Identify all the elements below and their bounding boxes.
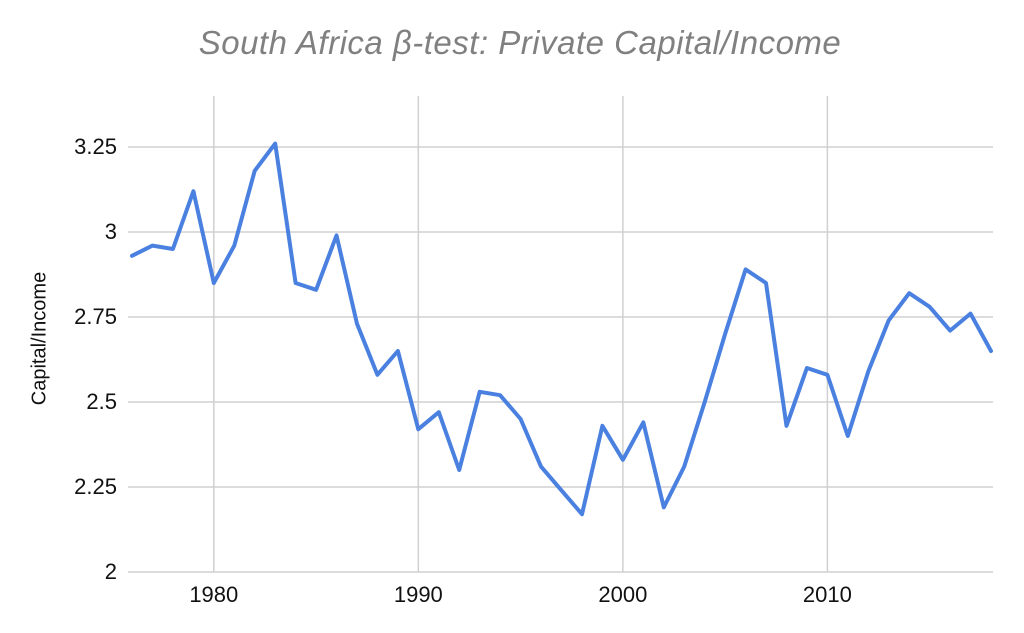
y-tick-label: 2.25 — [74, 474, 117, 499]
y-tick-label: 2 — [104, 559, 117, 584]
y-tick-label: 2.5 — [86, 389, 117, 414]
y-tick-label: 3.25 — [74, 134, 117, 159]
chart-title: South Africa β-test: Private Capital/Inc… — [198, 24, 842, 61]
series-line — [130, 141, 993, 517]
x-tick-label: 2010 — [802, 582, 852, 607]
x-tick-label: 1980 — [189, 582, 239, 607]
x-tick-label: 2000 — [598, 582, 648, 607]
y-tick-label: 2.75 — [74, 304, 117, 329]
x-tick-label: 1990 — [393, 582, 443, 607]
y-tick-label: 3 — [104, 219, 117, 244]
data-line — [130, 141, 993, 517]
